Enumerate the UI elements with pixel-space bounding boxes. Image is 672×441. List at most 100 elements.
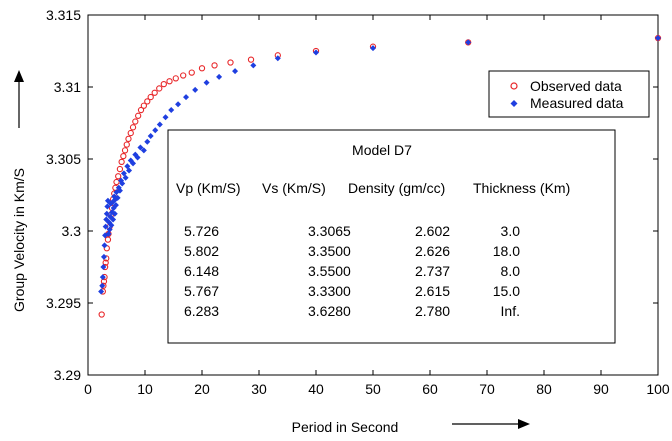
table-cell: 3.3065 — [308, 223, 351, 239]
observed-point — [104, 236, 112, 243]
observed-point — [116, 165, 124, 173]
measured-point — [250, 62, 257, 69]
measured-point — [140, 147, 147, 154]
table-cell: 15.0 — [493, 283, 520, 299]
measured-point — [119, 180, 126, 187]
x-tick-label: 50 — [365, 381, 381, 397]
legend: Observed data Measured data — [488, 70, 650, 118]
measured-point — [105, 230, 112, 237]
measured-point — [137, 144, 144, 151]
observed-point — [180, 72, 187, 79]
y-tick-label: 3.3 — [62, 223, 82, 239]
table-header-thickness: Thickness (Km) — [473, 180, 570, 196]
measured-point — [124, 163, 131, 170]
table-cell: 3.3500 — [308, 243, 351, 259]
measured-point — [144, 138, 151, 145]
x-tick-label: 20 — [194, 381, 210, 397]
table-cell: 6.148 — [184, 263, 219, 279]
y-tick-label: 3.295 — [46, 295, 81, 311]
measured-point — [108, 222, 115, 229]
measured-point — [162, 114, 169, 121]
table-cell: 2.737 — [415, 263, 450, 279]
table-header-vs: Vs (Km/S) — [262, 180, 326, 196]
x-tick-label: 30 — [251, 381, 267, 397]
measured-point — [116, 187, 123, 194]
measured-point — [102, 223, 109, 230]
measured-point — [156, 121, 163, 128]
y-tick-label: 3.305 — [46, 151, 81, 167]
observed-point — [151, 89, 158, 96]
observed-point — [129, 124, 137, 131]
table-cell: 2.626 — [415, 243, 450, 259]
axes-ticks: 0 10 20 30 40 50 60 70 80 90 100 3.29 3.295 3.3 3.305 3… — [46, 7, 670, 397]
measured-point — [100, 264, 107, 270]
table-cell: 3.6280 — [308, 303, 351, 319]
series-diamond — [98, 35, 661, 295]
legend-marker-measured — [510, 100, 518, 107]
table-cell: 6.283 — [184, 303, 219, 319]
measured-point — [168, 107, 175, 114]
observed-point — [132, 118, 139, 125]
y-axis-arrow — [14, 70, 24, 128]
table-cell: 3.3300 — [308, 283, 351, 299]
y-tick-label: 3.31 — [54, 79, 81, 95]
x-tick-label: 60 — [422, 381, 438, 397]
x-tick-label: 0 — [84, 381, 92, 397]
table-header-density: Density (gm/cc) — [348, 180, 445, 196]
x-axis-label: Period in Second — [292, 419, 399, 435]
measured-point — [192, 86, 199, 93]
observed-point — [247, 56, 255, 63]
observed-point — [113, 178, 120, 186]
observed-point — [135, 112, 142, 119]
measured-point — [134, 154, 141, 161]
measured-point — [232, 68, 239, 75]
observed-point — [115, 173, 122, 180]
measured-point — [130, 160, 137, 167]
x-tick-label: 100 — [646, 381, 670, 397]
table-cell: 8.0 — [501, 263, 521, 279]
observed-point — [166, 78, 173, 85]
x-tick-label: 90 — [593, 381, 609, 397]
model-table-title: Model D7 — [352, 142, 412, 158]
table-cell: 2.602 — [415, 223, 450, 239]
measured-point — [120, 170, 127, 177]
table-cell: Inf. — [501, 303, 520, 319]
observed-point — [144, 98, 151, 105]
observed-point — [127, 129, 134, 137]
measured-point — [465, 39, 472, 46]
observed-point — [188, 69, 195, 76]
measured-point — [203, 79, 210, 86]
observed-point — [118, 158, 125, 166]
measured-point — [112, 202, 119, 209]
observed-point — [160, 80, 167, 88]
measured-point — [370, 45, 376, 52]
table-cell: 5.802 — [184, 243, 219, 259]
observed-point — [98, 311, 105, 318]
x-tick-label: 70 — [479, 381, 495, 397]
measured-point — [103, 210, 110, 217]
measured-point — [655, 35, 661, 42]
measured-point — [114, 194, 121, 201]
x-tick-label: 10 — [137, 381, 153, 397]
legend-marker-observed — [510, 82, 518, 90]
measured-point — [175, 101, 182, 108]
x-tick-label: 80 — [536, 381, 552, 397]
measured-point — [216, 73, 223, 80]
observed-point — [211, 62, 218, 69]
legend-label-observed: Observed data — [530, 78, 622, 94]
measured-point — [183, 94, 190, 101]
table-cell: 5.767 — [184, 283, 219, 299]
table-cell: 3.0 — [501, 223, 521, 239]
y-tick-label: 3.29 — [54, 367, 81, 383]
x-axis-arrow — [452, 419, 530, 429]
measured-point — [106, 226, 113, 233]
observed-point — [137, 106, 145, 114]
measured-point — [274, 55, 281, 62]
y-axis-label: Group Velocity in Km/S — [11, 168, 27, 312]
table-cell: 3.5500 — [308, 263, 351, 279]
legend-box — [488, 70, 650, 118]
measured-point — [313, 49, 319, 56]
observed-point — [227, 59, 234, 66]
model-table: Model D7 Vp (Km/S) Vs (Km/S) Density (gm… — [167, 129, 616, 344]
